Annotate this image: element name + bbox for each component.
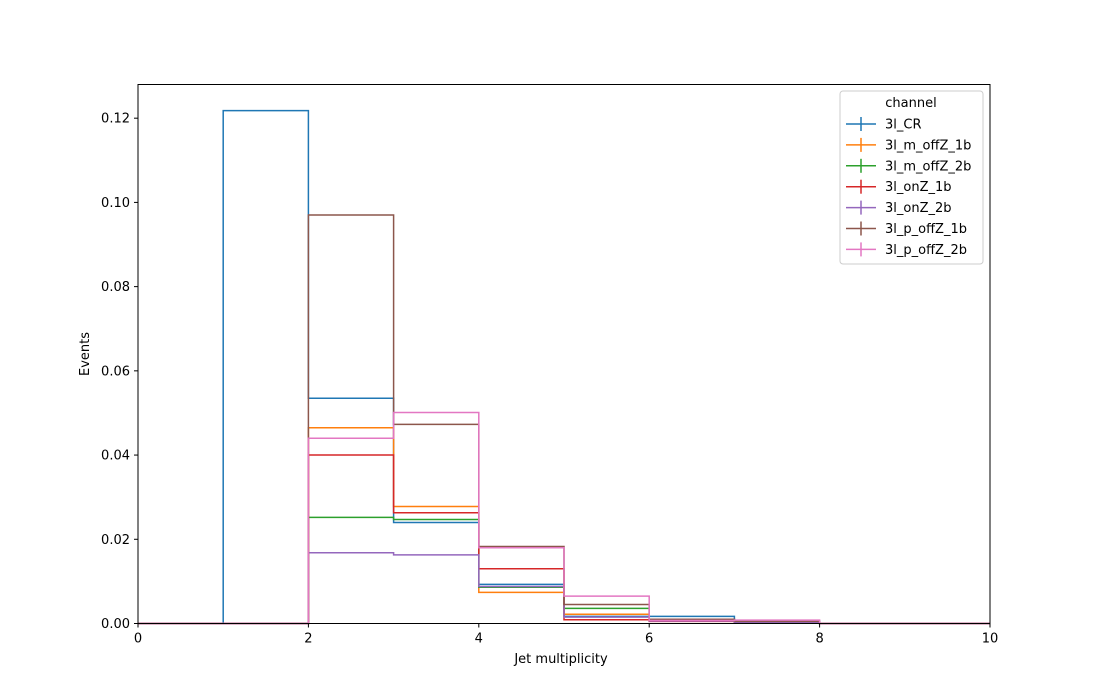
y-tick-label: 0.02 [101,533,130,548]
y-axis-label: Events [78,332,93,376]
x-tick-label: 6 [645,632,653,647]
x-tick-label: 10 [982,632,999,647]
x-axis: 0 2 4 6 8 10 [134,623,999,647]
plot-frame [137,84,991,624]
y-tick-label: 0.10 [101,196,130,211]
legend-label: 3l_onZ_1b [885,180,952,195]
series-line-3l_p_offZ_2b [138,411,990,625]
legend-label: 3l_CR [885,118,922,133]
plot-lines [138,109,990,625]
legend-label: 3l_m_offZ_1b [885,138,971,153]
y-axis: 0.00 0.02 0.04 0.06 0.08 0.10 0.12 [101,112,138,632]
legend-title: channel [885,96,936,111]
legend-entry: 3l_p_offZ_2b [846,242,967,258]
y-tick-label: 0.12 [101,112,130,127]
legend-box [839,90,984,265]
legend: channel 3l_CR3l_m_offZ_1b3l_m_offZ_2b3l_… [839,90,984,265]
legend-entries: 3l_CR 3l_m_offZ_1b 3l_m_offZ_2b 3l_onZ_1b 3l… [846,117,971,258]
legend-entry: 3l_CR [846,117,922,133]
legend-entry: 3l_m_offZ_2b [846,158,971,174]
x-tick-label: 8 [815,632,823,647]
legend-label: 3l_p_offZ_2b [885,243,967,258]
y-tick-label: 0.08 [101,280,130,295]
legend-entry: 3l_p_offZ_1b [846,221,967,237]
legend-label: 3l_p_offZ_1b [885,222,967,237]
legend-label: 3l_onZ_2b [885,201,952,216]
legend-label: 3l_m_offZ_2b [885,159,971,174]
x-tick-label: 2 [304,632,312,647]
y-tick-label: 0.06 [101,364,130,379]
y-tick-label: 0.00 [101,617,130,632]
x-axis-label: Jet multiplicity [513,652,608,667]
legend-entry: 3l_m_offZ_1b [846,137,971,153]
x-tick-label: 0 [134,632,142,647]
y-tick-label: 0.04 [101,449,130,464]
legend-entry: 3l_onZ_2b [846,200,952,216]
legend-entry: 3l_onZ_1b [846,179,952,195]
x-tick-label: 4 [475,632,483,647]
